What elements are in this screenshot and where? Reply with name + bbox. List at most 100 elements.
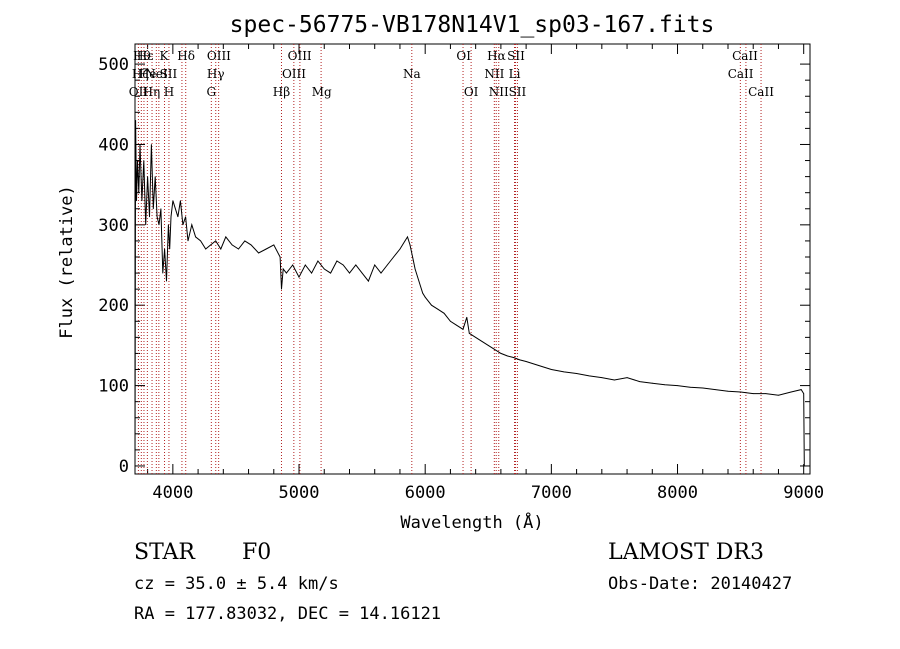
data-point bbox=[765, 393, 767, 394]
data-point bbox=[323, 268, 325, 270]
line-label: Hε bbox=[137, 49, 154, 63]
y-axis-label: Flux (relative) bbox=[57, 185, 77, 339]
data-point bbox=[145, 224, 147, 226]
data-point bbox=[151, 144, 152, 145]
data-point bbox=[286, 272, 287, 274]
data-point bbox=[702, 387, 704, 389]
data-point bbox=[355, 264, 357, 266]
data-point bbox=[152, 208, 154, 210]
data-point bbox=[170, 216, 172, 218]
line-label: OII bbox=[129, 85, 149, 99]
data-point bbox=[336, 260, 338, 262]
chart-title: spec-56775-VB178N14V1_sp03-167.fits bbox=[230, 12, 715, 38]
data-point bbox=[225, 236, 227, 238]
data-point bbox=[468, 332, 470, 334]
data-point bbox=[404, 240, 406, 242]
data-point bbox=[138, 192, 140, 194]
line-label: CaII bbox=[732, 49, 758, 63]
data-point bbox=[273, 244, 275, 246]
data-point bbox=[158, 224, 160, 226]
data-point bbox=[399, 248, 401, 250]
data-point bbox=[147, 176, 149, 178]
data-point bbox=[466, 316, 468, 318]
data-point bbox=[298, 276, 300, 278]
data-point bbox=[175, 208, 176, 210]
line-label: SII bbox=[509, 85, 527, 99]
line-label: K bbox=[160, 49, 170, 63]
data-point bbox=[238, 248, 239, 250]
line-label: NeI bbox=[145, 67, 168, 81]
data-point bbox=[487, 345, 489, 346]
redshift-label: cz = 35.0 ± 5.4 km/s bbox=[134, 574, 339, 594]
data-point bbox=[563, 371, 565, 373]
data-point bbox=[443, 312, 445, 314]
coords-label: RA = 177.83032, DEC = 14.16121 bbox=[134, 604, 442, 624]
data-point bbox=[172, 200, 174, 202]
x-tick-label: 5000 bbox=[279, 483, 320, 503]
line-label: SII bbox=[507, 49, 525, 63]
x-tick-label: 9000 bbox=[783, 483, 824, 503]
y-tick-label: 200 bbox=[98, 296, 129, 316]
series-line-spectrum bbox=[134, 120, 805, 467]
subclass-label: F0 bbox=[242, 540, 272, 565]
axes: 4000 5000 6000 7000 8000 9000 0 100 200 300 400 500 bbox=[98, 43, 824, 503]
y-tick-label: 0 bbox=[119, 457, 129, 477]
data-point bbox=[250, 244, 252, 246]
line-label: CaII bbox=[728, 67, 754, 81]
data-point bbox=[715, 389, 716, 390]
data-point bbox=[141, 200, 143, 202]
plot-frame bbox=[134, 43, 811, 475]
data-point bbox=[494, 349, 495, 350]
data-point bbox=[727, 390, 729, 392]
data-point bbox=[588, 375, 590, 377]
data-point bbox=[195, 236, 197, 238]
data-point bbox=[134, 465, 136, 467]
data-point bbox=[450, 320, 451, 322]
line-label: Hα bbox=[487, 49, 506, 63]
y-tick-label: 100 bbox=[98, 377, 129, 397]
data-point bbox=[506, 355, 508, 357]
data-point bbox=[462, 328, 464, 330]
data-point bbox=[342, 264, 344, 266]
data-point bbox=[525, 361, 527, 362]
data-point bbox=[244, 240, 246, 242]
line-label: Hη bbox=[143, 85, 161, 99]
data-point bbox=[292, 264, 294, 266]
x-tick-label: 7000 bbox=[531, 483, 572, 503]
data-point bbox=[380, 272, 382, 274]
data-point bbox=[182, 224, 184, 226]
data-point bbox=[258, 252, 259, 254]
line-label: CaII bbox=[748, 85, 774, 99]
spectral-line-markers bbox=[137, 44, 762, 474]
data-point bbox=[139, 144, 141, 145]
data-point bbox=[304, 264, 306, 266]
line-label: OIII bbox=[288, 49, 312, 63]
line-label: OIII bbox=[207, 49, 231, 63]
data-point bbox=[664, 384, 666, 386]
data-point bbox=[164, 248, 166, 250]
data-point bbox=[424, 296, 426, 298]
data-point bbox=[180, 200, 181, 202]
data-point bbox=[149, 216, 150, 218]
data-point bbox=[279, 256, 281, 258]
data-point bbox=[136, 200, 137, 202]
data-point bbox=[154, 176, 156, 178]
data-point bbox=[137, 160, 138, 161]
line-label: SII bbox=[160, 67, 178, 81]
data-point bbox=[349, 272, 350, 274]
data-point bbox=[513, 357, 514, 358]
data-point bbox=[156, 216, 158, 218]
data-point bbox=[778, 394, 779, 396]
data-point bbox=[187, 240, 189, 242]
line-label: H bbox=[164, 85, 174, 99]
data-point bbox=[374, 264, 376, 266]
line-label: NII bbox=[484, 67, 504, 81]
data-point bbox=[281, 288, 282, 290]
data-point bbox=[177, 216, 179, 218]
line-label: Na bbox=[403, 67, 421, 81]
obs-date-label: Obs-Date: 20140427 bbox=[608, 574, 793, 594]
data-point bbox=[220, 248, 222, 250]
data-point bbox=[651, 382, 653, 384]
x-tick-label: 8000 bbox=[657, 483, 698, 503]
line-label: Hγ bbox=[207, 67, 225, 81]
